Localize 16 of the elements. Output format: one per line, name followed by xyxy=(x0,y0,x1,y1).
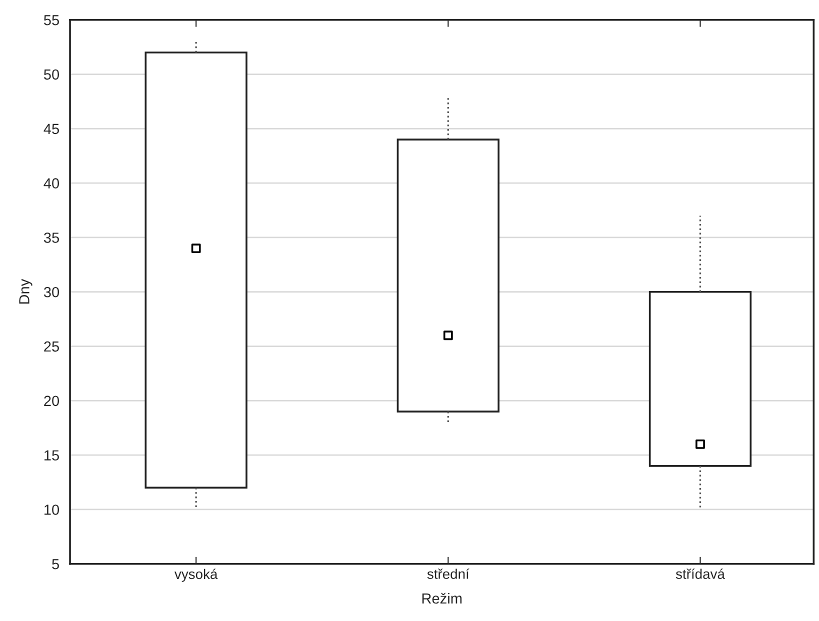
y-tick-label: 50 xyxy=(44,69,60,80)
x-tick-label: střední xyxy=(427,568,470,579)
y-tick-label: 20 xyxy=(44,396,60,406)
y-tick-label: 55 xyxy=(44,15,59,26)
y-tick-label: 45 xyxy=(44,124,59,134)
x-tick-label: vysoká xyxy=(174,568,218,582)
y-tick-label: 35 xyxy=(44,232,59,243)
y-tick-label: 15 xyxy=(44,450,59,460)
y-tick-label: 40 xyxy=(44,178,60,188)
y-tick-label: 5 xyxy=(52,559,59,570)
y-tick-label: 25 xyxy=(44,341,59,352)
x-axis-title: Režim xyxy=(422,592,462,604)
y-tick-label: 10 xyxy=(44,504,60,515)
x-tick-label: střídavá xyxy=(676,568,725,579)
y-tick-label: 30 xyxy=(44,286,60,298)
y-axis-title: Dny xyxy=(19,278,32,304)
